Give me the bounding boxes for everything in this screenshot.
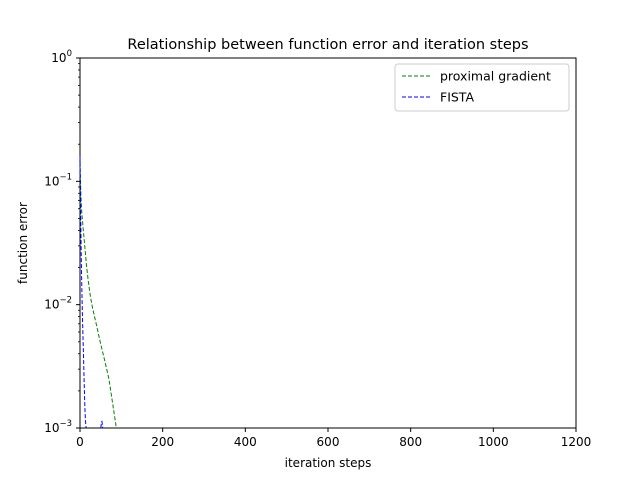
x-tick-label: 1200 xyxy=(561,435,592,449)
y-ticks: 10−3 10−2 10−1 100 xyxy=(44,49,80,435)
series-line-2 xyxy=(100,420,104,429)
chart-title: Relationship between function error and … xyxy=(127,37,528,53)
x-ticks: 0 200 400 600 800 1000 1200 xyxy=(76,428,591,449)
legend-label-fista: FISTA xyxy=(440,90,474,105)
y-tick-label: 100 xyxy=(51,49,72,65)
legend-box xyxy=(394,63,570,112)
x-tick-label: 400 xyxy=(234,435,257,449)
series-line-fista xyxy=(79,156,87,429)
series-group xyxy=(79,156,117,429)
legend-label-proximal-gradient: proximal gradient xyxy=(440,69,551,84)
y-tick-label: 10−3 xyxy=(44,419,72,435)
x-tick-label: 1000 xyxy=(478,435,509,449)
x-axis-label: iteration steps xyxy=(285,456,372,470)
y-tick-label: 10−2 xyxy=(44,296,72,312)
y-axis-label: function error xyxy=(16,202,30,284)
x-tick-label: 600 xyxy=(317,435,340,449)
x-tick-label: 200 xyxy=(151,435,174,449)
plot-area xyxy=(79,57,577,429)
x-tick-label: 0 xyxy=(76,435,84,449)
series-line-proximal-gradient xyxy=(79,167,117,429)
x-tick-label: 800 xyxy=(399,435,422,449)
legend: proximal gradient FISTA xyxy=(394,63,570,112)
y-tick-label: 10−1 xyxy=(44,172,72,188)
